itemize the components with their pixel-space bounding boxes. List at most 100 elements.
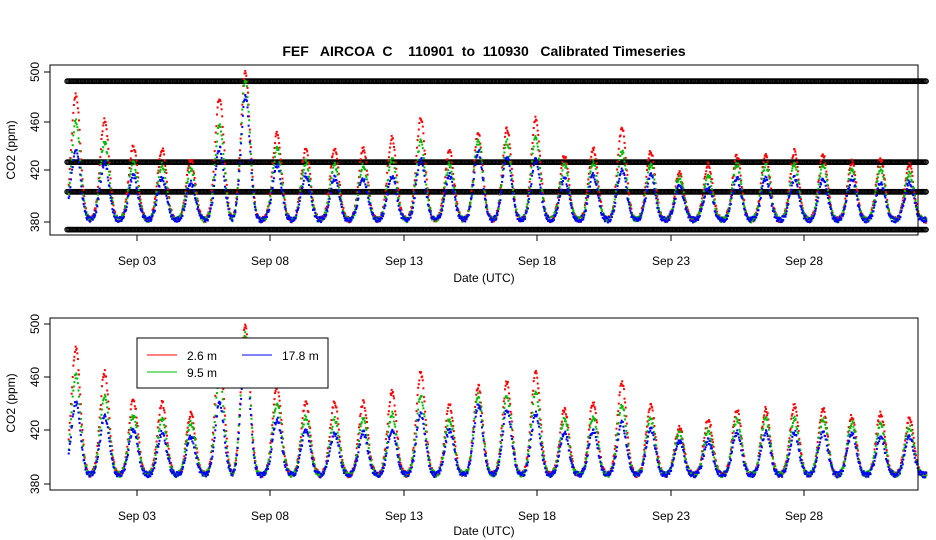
- data-point: [770, 187, 773, 190]
- data-point: [793, 148, 796, 151]
- data-point: [424, 162, 427, 165]
- data-point: [216, 106, 219, 109]
- data-point: [248, 119, 251, 122]
- data-point: [101, 130, 104, 133]
- data-point: [358, 169, 361, 172]
- data-point: [539, 161, 542, 164]
- data-point: [247, 91, 249, 94]
- data-point: [252, 193, 255, 195]
- data-point: [623, 135, 625, 138]
- data-point: [163, 159, 166, 162]
- data-point: [218, 123, 221, 126]
- data-point: [628, 193, 631, 196]
- data-point: [622, 129, 625, 132]
- data-point: [155, 185, 158, 188]
- data-point: [161, 164, 164, 167]
- data-point: [75, 118, 78, 121]
- data-point: [590, 155, 593, 158]
- data-point: [393, 148, 396, 151]
- data-point: [421, 125, 424, 128]
- data-point: [136, 180, 139, 183]
- data-point: [449, 151, 452, 154]
- data-point: [762, 161, 765, 164]
- data-point: [239, 137, 242, 140]
- data-point: [423, 149, 426, 152]
- data-point: [567, 177, 570, 180]
- data-point: [275, 130, 278, 133]
- data-point: [336, 162, 339, 165]
- data-point: [157, 180, 160, 183]
- data-point: [388, 151, 391, 154]
- data-point: [241, 103, 244, 106]
- data-point: [270, 175, 273, 178]
- data-point: [127, 180, 130, 183]
- data-point: [616, 160, 619, 163]
- data-point: [225, 192, 228, 195]
- data-point: [709, 172, 712, 175]
- data-point: [238, 157, 241, 160]
- data-point: [704, 173, 707, 176]
- data-point: [247, 110, 250, 113]
- data-point: [389, 146, 391, 149]
- data-point: [269, 195, 272, 198]
- data-point: [244, 69, 247, 72]
- data-point: [280, 172, 283, 175]
- data-point: [591, 151, 594, 154]
- data-point: [417, 128, 420, 131]
- data-point: [645, 175, 648, 178]
- data-point: [541, 182, 544, 185]
- data-point: [216, 140, 218, 143]
- data-point: [820, 159, 823, 162]
- data-point: [301, 177, 304, 180]
- data-point: [236, 186, 239, 189]
- data-point: [98, 176, 101, 179]
- data-point: [412, 189, 415, 192]
- data-point: [278, 152, 281, 155]
- data-point: [128, 175, 131, 178]
- data-point: [534, 115, 537, 118]
- data-point: [646, 165, 649, 167]
- data-point: [276, 134, 279, 137]
- data-point: [703, 177, 706, 180]
- data-point: [99, 156, 102, 159]
- data-point: [167, 188, 170, 191]
- data-point: [417, 135, 420, 138]
- data-point: [277, 137, 280, 140]
- data-point: [540, 178, 543, 181]
- data-point: [134, 168, 137, 171]
- data-point: [102, 124, 105, 127]
- data-point: [104, 121, 107, 123]
- data-point: [767, 165, 770, 168]
- data-point: [249, 142, 252, 145]
- data-point: [359, 160, 362, 163]
- data-point: [277, 149, 280, 151]
- data-point: [652, 160, 655, 163]
- data-point: [415, 154, 418, 157]
- data-point: [71, 151, 74, 154]
- data-point: [70, 158, 73, 161]
- data-point: [105, 124, 107, 127]
- data-point: [795, 157, 798, 160]
- data-point: [709, 170, 712, 173]
- data-point: [70, 149, 72, 152]
- data-point: [299, 189, 302, 192]
- data-point: [789, 173, 792, 175]
- data-point: [614, 185, 617, 188]
- data-point: [251, 175, 254, 178]
- data-point: [241, 108, 244, 111]
- data-point: [221, 138, 224, 141]
- data-point: [162, 150, 165, 153]
- data-point: [825, 170, 828, 173]
- data-point: [763, 157, 766, 160]
- data-point: [587, 178, 590, 181]
- data-point: [129, 157, 132, 160]
- data-point: [852, 163, 855, 165]
- data-point: [191, 169, 194, 172]
- data-point: [278, 161, 281, 164]
- data-point: [470, 189, 473, 192]
- data-point: [109, 177, 112, 180]
- top-panel: 380 420 460 500 CO2 (ppm) Sep 03 Sep 08 …: [4, 62, 929, 285]
- data-point: [650, 151, 652, 154]
- data-point: [107, 170, 110, 173]
- data-point: [302, 156, 305, 159]
